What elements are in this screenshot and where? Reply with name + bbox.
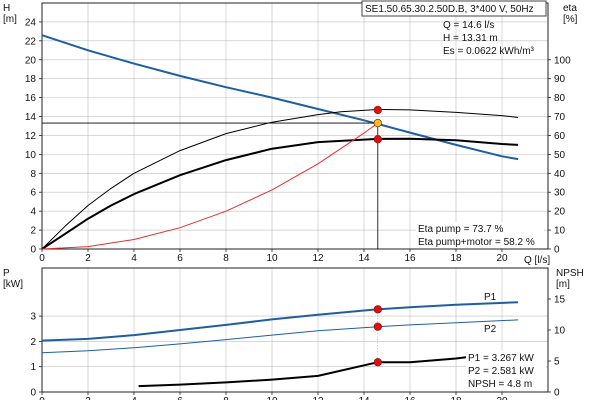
bottom-y-left-tick-label: 0 [30, 388, 36, 399]
p1-value-label: P1 = 3.267 kW [468, 353, 534, 364]
top-y-left-tick-label: 16 [25, 93, 37, 104]
top-ticks: 0 2 4 6 8 10 12 14 16 18 2002468101214161820222401… [25, 17, 571, 264]
top-y-right-tick-label: 20 [554, 207, 566, 218]
top-y-right-tick-label: 60 [554, 131, 566, 142]
bottom-x-tick-label: 18 [450, 396, 462, 400]
bottom-x-tick-label: 0 [39, 396, 45, 400]
top-y-right-tick-label: 40 [554, 169, 566, 180]
bottom-point-marker [373, 305, 382, 314]
top-y-left-tick-label: 2 [30, 226, 36, 237]
top-point-marker [373, 105, 382, 115]
bottom-series-p2 [41, 319, 519, 354]
bottom-ticks: 024681012141618200123051015 [30, 295, 565, 400]
npsh-value-label: NPSH = 4.8 m [468, 379, 532, 390]
top-x-tick-label: 6 [177, 253, 183, 264]
bottom-x-tick-label: 16 [404, 396, 416, 400]
top-series-2 [41, 137, 519, 250]
bottom-x-tick-label: 20 [496, 396, 508, 400]
top-series-0 [41, 34, 519, 161]
top-point-marker [373, 118, 382, 128]
p2-value-label: P2 = 2.581 kW [468, 366, 534, 377]
p1-curve-label: P1 [484, 292, 497, 303]
top-y-right-tick-label: 90 [554, 74, 566, 85]
top-x-tick-label: 8 [223, 253, 229, 264]
annotation-es: Es = 0.0622 kWh/m³ [443, 46, 535, 57]
bottom-series [41, 301, 519, 388]
top-left-axis-label: H [m] [3, 3, 17, 25]
bottom-point-marker [373, 322, 382, 331]
top-panel: H [m] eta [%] SE1.50.65.30.2.50D.B, 3*400 … [3, 0, 578, 266]
bottom-y-left-tick-label: 2 [30, 337, 36, 348]
top-x-tick-label: 2 [85, 253, 91, 264]
bottom-y-left-tick-label: 3 [30, 312, 36, 323]
top-y-left-tick-label: 6 [30, 188, 36, 199]
p2-curve-label: P2 [484, 324, 497, 335]
top-y-right-tick-label: 70 [554, 112, 566, 123]
top-y-left-tick-label: 14 [25, 112, 37, 123]
top-y-left-tick-label: 12 [25, 131, 37, 142]
bottom-x-tick-label: 2 [85, 396, 91, 400]
top-x-tick-label: 18 [450, 253, 462, 264]
top-x-tick-label: 16 [404, 253, 416, 264]
eta-pump-motor-label: Eta pump+motor = 58.2 % [418, 237, 535, 248]
chart-title: SE1.50.65.30.2.50D.B, 3*400 V, 50Hz [365, 4, 534, 15]
bottom-x-tick-label: 6 [177, 396, 183, 400]
bottom-series-p1 [41, 301, 519, 342]
bottom-y-right-tick-label: 15 [554, 295, 566, 306]
annotation-q: Q = 14.6 l/s [443, 20, 494, 31]
top-x-tick-label: 0 [39, 253, 45, 264]
top-y-right-tick-label: 100 [554, 55, 571, 66]
top-y-right-tick-label: 0 [554, 245, 560, 256]
x-axis-label: Q [l/s] [524, 255, 550, 266]
bottom-y-left-tick-label: 1 [30, 362, 36, 373]
top-x-tick-label: 12 [312, 253, 324, 264]
top-y-left-tick-label: 18 [25, 74, 37, 85]
bottom-left-axis-label: P [kW] [3, 268, 23, 290]
title-box [361, 0, 547, 17]
eta-label-box [416, 222, 544, 248]
annotation-h: H = 13.31 m [443, 33, 498, 44]
bottom-panel: P[kW] NPSH[m] 02468101214161820012305101… [3, 267, 584, 400]
top-y-left-tick-label: 8 [30, 169, 36, 180]
top-y-left-tick-label: 22 [25, 36, 37, 47]
eta-pump-label: Eta pump = 73.7 % [418, 224, 503, 235]
top-y-left-tick-label: 10 [25, 150, 37, 161]
top-x-tick-label: 4 [131, 253, 137, 264]
top-y-right-tick-label: 80 [554, 93, 566, 104]
bottom-y-right-tick-label: 0 [554, 388, 560, 399]
bottom-series-npsh [138, 353, 491, 388]
top-series-1 [41, 109, 519, 250]
bottom-x-tick-label: 10 [266, 396, 278, 400]
top-y-left-tick-label: 0 [30, 245, 36, 256]
top-y-left-tick-label: 24 [25, 17, 37, 28]
bottom-x-tick-label: 8 [223, 396, 229, 400]
top-x-tick-label: 14 [358, 253, 370, 264]
duty-point-annotations: Q = 14.6 l/s H = 13.31 m Es = 0.0622 kWh… [443, 20, 535, 57]
power-label-box [466, 351, 546, 390]
top-series [41, 34, 519, 250]
top-y-right-tick-label: 10 [554, 226, 566, 237]
top-y-left-tick-label: 4 [30, 207, 36, 218]
bottom-y-right-tick-label: 5 [554, 357, 560, 368]
bottom-x-tick-label: 14 [358, 396, 370, 400]
top-y-left-tick-label: 20 [25, 55, 37, 66]
top-x-tick-label: 10 [266, 253, 278, 264]
bottom-x-tick-label: 4 [131, 396, 137, 400]
top-x-tick-label: 20 [496, 253, 508, 264]
bottom-x-tick-label: 12 [312, 396, 324, 400]
bottom-y-right-tick-label: 10 [554, 326, 566, 337]
top-y-right-tick-label: 30 [554, 188, 566, 199]
top-y-right-tick-label: 50 [554, 150, 566, 161]
bottom-right-axis-label: NPSH [m] [556, 268, 584, 290]
top-frame [41, 2, 549, 250]
top-right-axis-label: eta [%] [563, 3, 578, 25]
top-series-3 [41, 122, 379, 250]
bottom-point-marker [373, 358, 382, 367]
top-point-marker [373, 135, 382, 144]
